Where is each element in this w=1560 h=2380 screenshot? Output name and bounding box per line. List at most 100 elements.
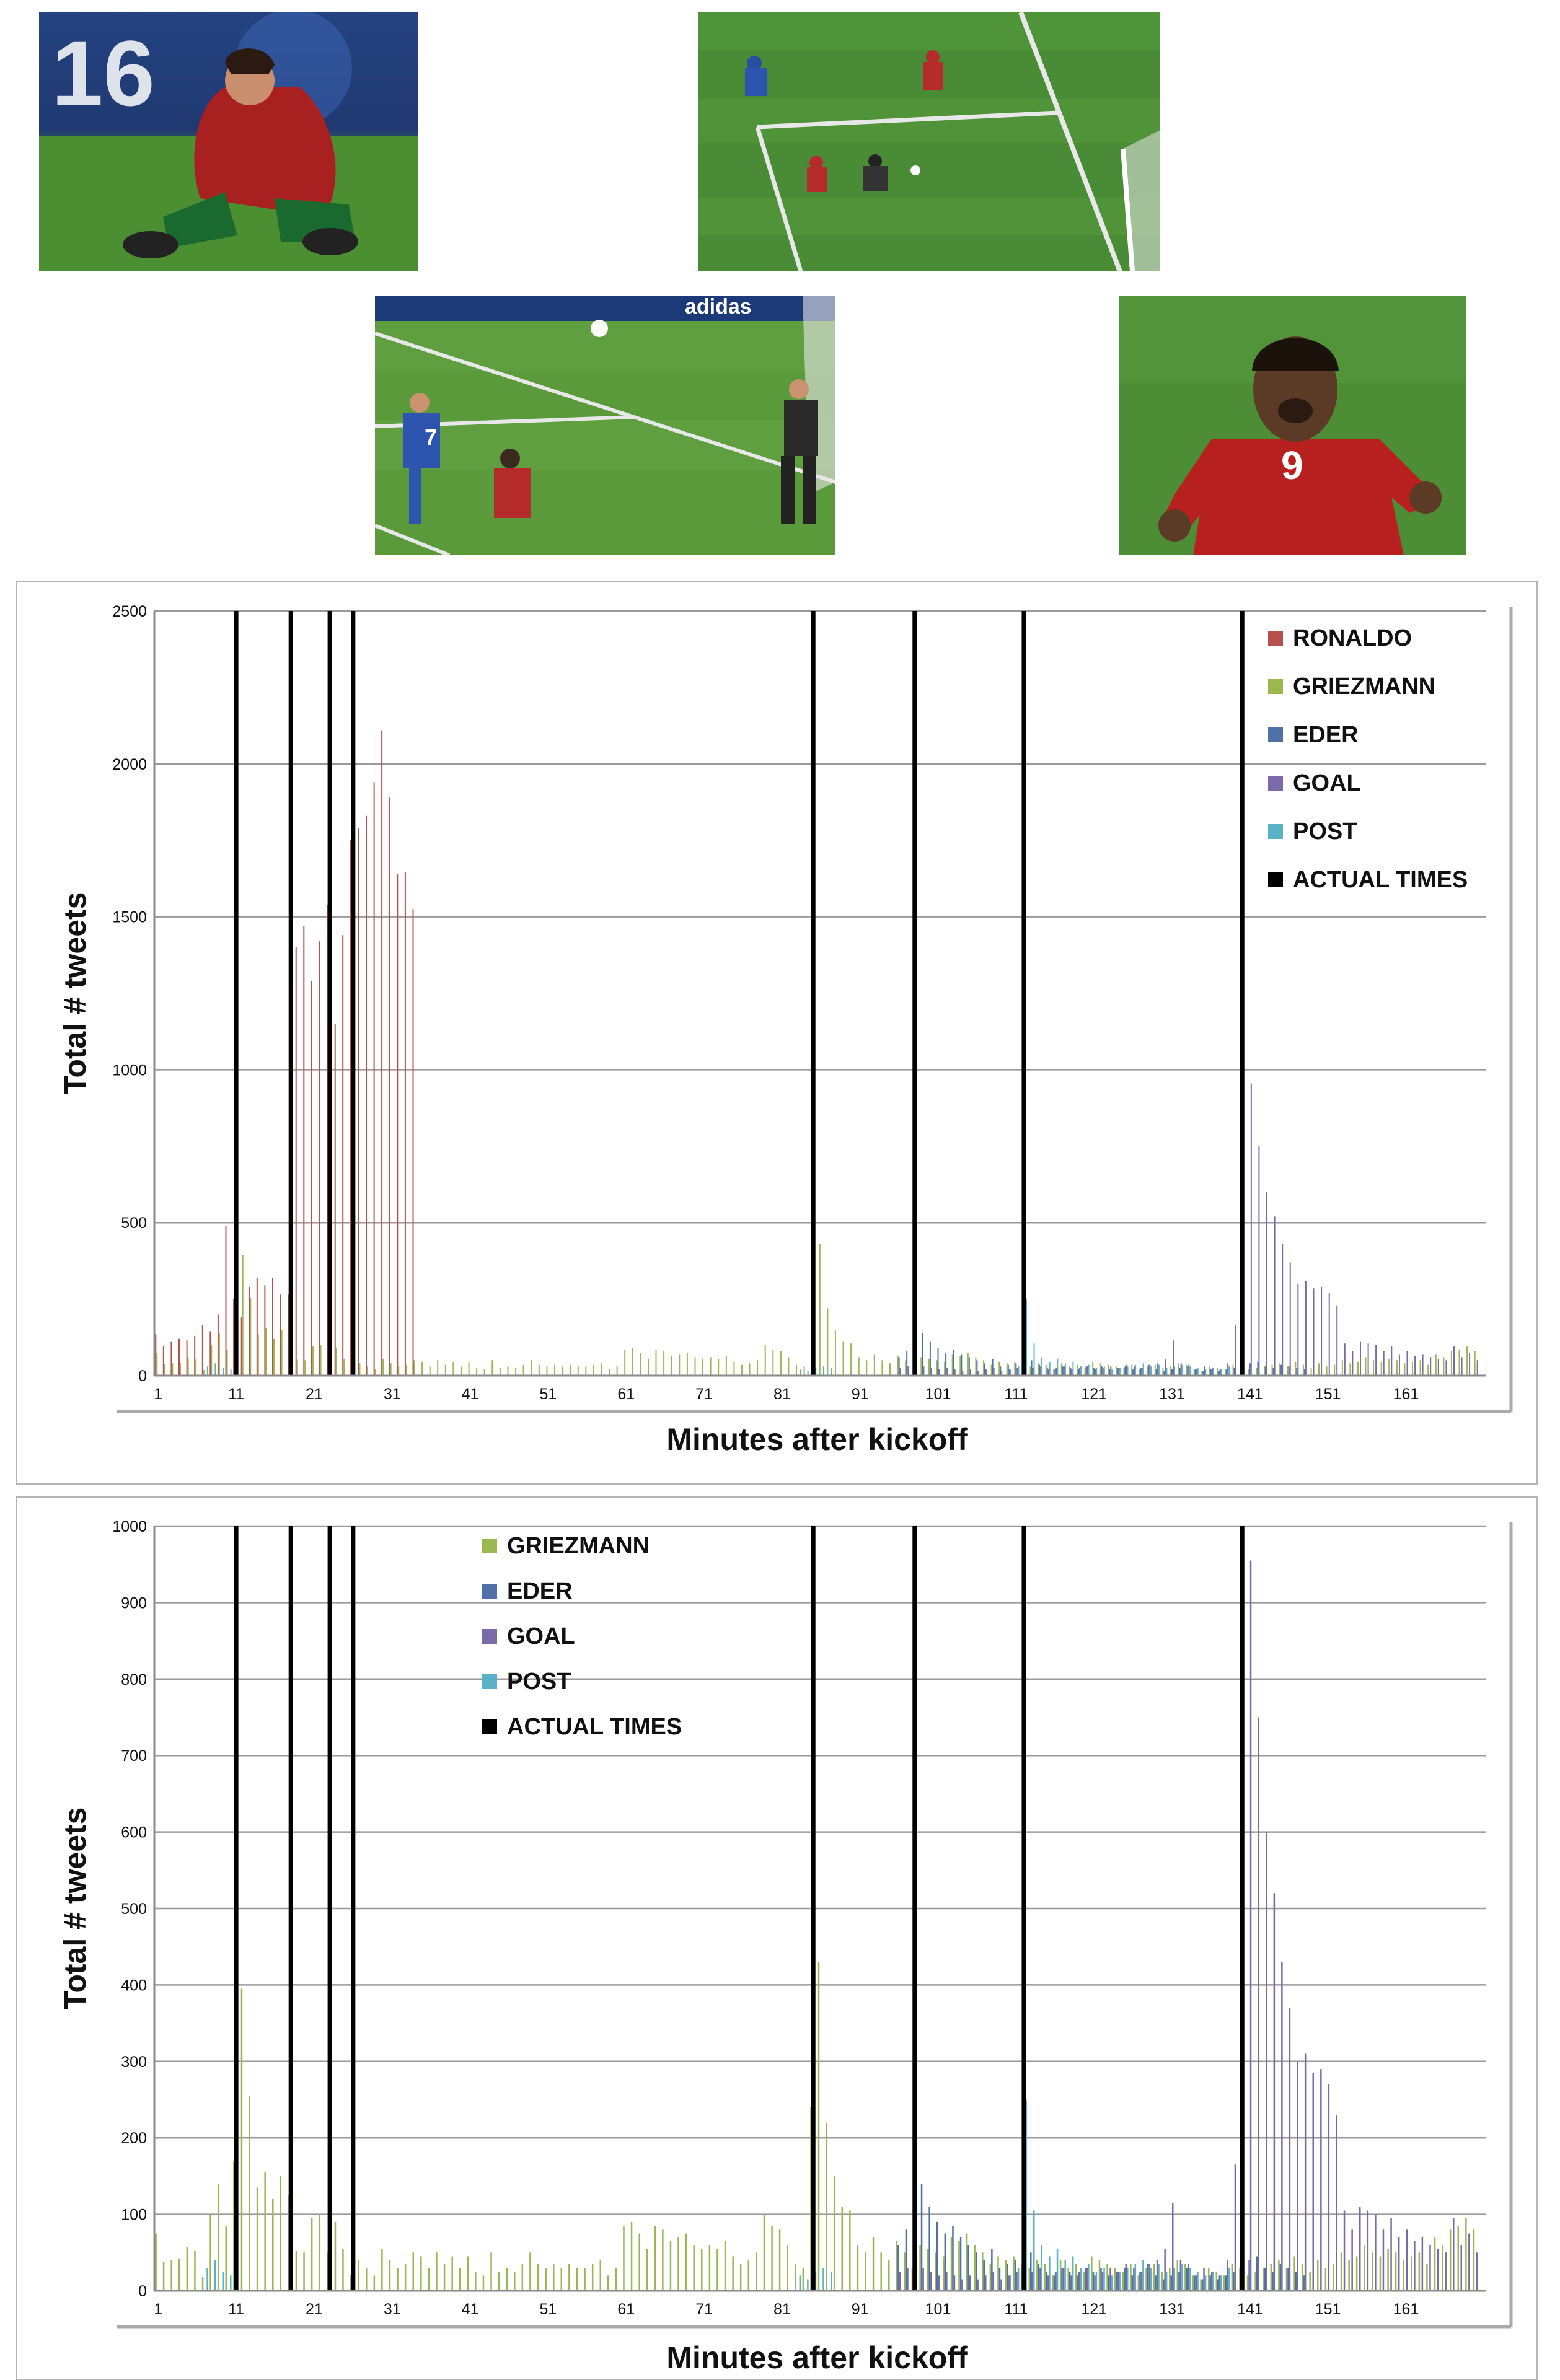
c2-bar-griezmann-19 [295,2250,297,2291]
c2-bar-griezmann-49 [529,2252,531,2291]
c2-bar-goal-150 [1320,2069,1322,2291]
c2-bar-goal-137 [1218,2275,1221,2291]
c2-xtick-4: 41 [462,2301,479,2318]
c2-bar-griezmann-165 [1434,2237,1436,2291]
c2-bar-griezmann-10 [225,2226,227,2291]
c1-bar-eder-135 [1202,1371,1204,1376]
c2-legend-swatch-post [482,1674,497,1689]
c2-bar-griezmann-24 [334,2221,337,2291]
c1-bar-goal-133 [1188,1364,1190,1376]
c2-bar-goal-102 [946,2272,948,2291]
c2-bar-griezmann-116 [1052,2275,1054,2291]
c2-bar-goal-116 [1055,2272,1057,2291]
c2-bar-griezmann-101 [935,2252,937,2291]
c2-bar-post-85 [814,2272,817,2291]
c1-bar-goal-106 [977,1371,979,1376]
c1-bar-griezmann-2 [164,1364,165,1376]
photo-griezmann-post-aerial [698,12,1160,271]
c2-bar-goal-101 [938,2275,940,2291]
c1-bar-griezmann-61 [624,1350,626,1376]
c1-xtick-16: 161 [1393,1385,1419,1403]
c1-bar-griezmann-21 [312,1346,314,1376]
c1-bar-goal-139 [1235,1325,1236,1376]
c1-bar-griezmann-70 [694,1357,696,1376]
c2-bar-griezmann-56 [584,2268,586,2291]
c1-bar-griezmann-64 [648,1358,650,1376]
c2-bar-post-127 [1142,2260,1144,2291]
c2-bar-griezmann-29 [373,2275,376,2291]
c2-bar-griezmann-125 [1122,2272,1124,2291]
c1-bar-eder-103 [953,1350,954,1376]
c1-bar-goal-115 [1047,1369,1049,1376]
c2-bar-goal-127 [1140,2272,1143,2291]
c2-bar-eder-138 [1225,2275,1227,2291]
c2-bar-griezmann-43 [482,2275,485,2291]
c2-bar-griezmann-15 [264,2172,266,2291]
c2-bar-griezmann-42 [475,2272,477,2291]
c1-bar-goal-161 [1406,1351,1408,1376]
c2-bar-goal-128 [1148,2264,1150,2291]
c2-bar-griezmann-86 [817,1962,820,2291]
c2-bar-griezmann-153 [1340,2252,1342,2291]
c1-bar-griezmann-170 [1474,1351,1476,1376]
c1-bar-griezmann-111 [1014,1361,1016,1376]
c2-bar-eder-125 [1124,2268,1126,2291]
c2-bar-eder-121 [1092,2272,1095,2291]
c1-bar-post-126 [1135,1364,1137,1376]
c1-bar-griezmann-143 [1264,1366,1266,1376]
c2-bar-eder-103 [952,2226,954,2291]
c1-bar-goal-105 [969,1369,971,1376]
c1-legend-label-post: POST [1293,819,1357,845]
c2-bar-goal-149 [1312,2073,1315,2291]
c2-bar-post-126 [1134,2264,1137,2291]
c1-bar-ronaldo-5 [186,1340,188,1376]
c1-ytick-2: 1000 [112,1061,147,1079]
c2-bar-griezmann-11 [233,2161,235,2291]
c2-bar-eder-133 [1186,2268,1188,2291]
c1-bar-griezmann-69 [686,1353,688,1376]
c2-bar-post-86 [822,2268,824,2291]
c1-bar-griezmann-39 [452,1361,454,1376]
c2-bar-goal-164 [1429,2245,1431,2291]
c1-bar-goal-107 [985,1369,987,1376]
c2-bar-goal-104 [961,2279,963,2291]
c1-bar-griezmann-48 [522,1364,524,1376]
adidas-banner: adidas [685,296,752,318]
c2-ytick-8: 800 [121,1671,147,1688]
c1-legend-label-eder: EDER [1293,722,1359,748]
c2-bar-griezmann-142 [1254,2272,1256,2291]
c2-bar-griezmann-159 [1387,2249,1389,2291]
c1-bar-griezmann-36 [429,1366,431,1376]
c2-bar-griezmann-111 [1013,2256,1015,2291]
c2-bar-post-115 [1049,2256,1051,2291]
c1-bar-goal-164 [1430,1357,1432,1376]
photo-ronaldo-injured-image: 16 [39,12,418,271]
c1-bar-griezmann-168 [1458,1350,1460,1376]
c2-bar-eder-101 [936,2221,938,2291]
c1-bar-griezmann-117 [1060,1363,1062,1376]
c2-bar-post-9 [222,2272,224,2291]
c1-bar-ronaldo-26 [350,840,351,1376]
c1-bar-griezmann-12 [242,1255,244,1376]
c2-bar-eder-110 [1007,2264,1008,2291]
c2-legend-label-actual-times: ACTUAL TIMES [507,1714,682,1740]
c1-legend-label-goal: GOAL [1293,770,1361,796]
c2-bar-post-125 [1127,2268,1129,2291]
c1-bar-griezmann-35 [421,1361,423,1376]
c1-bar-post-8 [214,1363,216,1376]
c1-bar-griezmann-78 [757,1360,759,1376]
c1-bar-griezmann-115 [1045,1364,1047,1376]
c1-bar-post-85 [815,1368,817,1376]
c1-bar-goal-137 [1219,1369,1221,1376]
c1-bar-griezmann-144 [1271,1364,1273,1376]
c2-bar-goal-155 [1359,2207,1361,2291]
c1-bar-griezmann-16 [273,1338,275,1376]
c1-bar-griezmann-33 [405,1364,407,1376]
c1-legend-swatch-post [1268,824,1283,839]
c1-bar-griezmann-162 [1412,1361,1414,1376]
c2-bar-post-120 [1088,2264,1090,2291]
c2-bar-griezmann-39 [451,2256,453,2291]
c2-bar-goal-143 [1266,1832,1267,2291]
c1-bar-griezmann-132 [1178,1363,1179,1376]
